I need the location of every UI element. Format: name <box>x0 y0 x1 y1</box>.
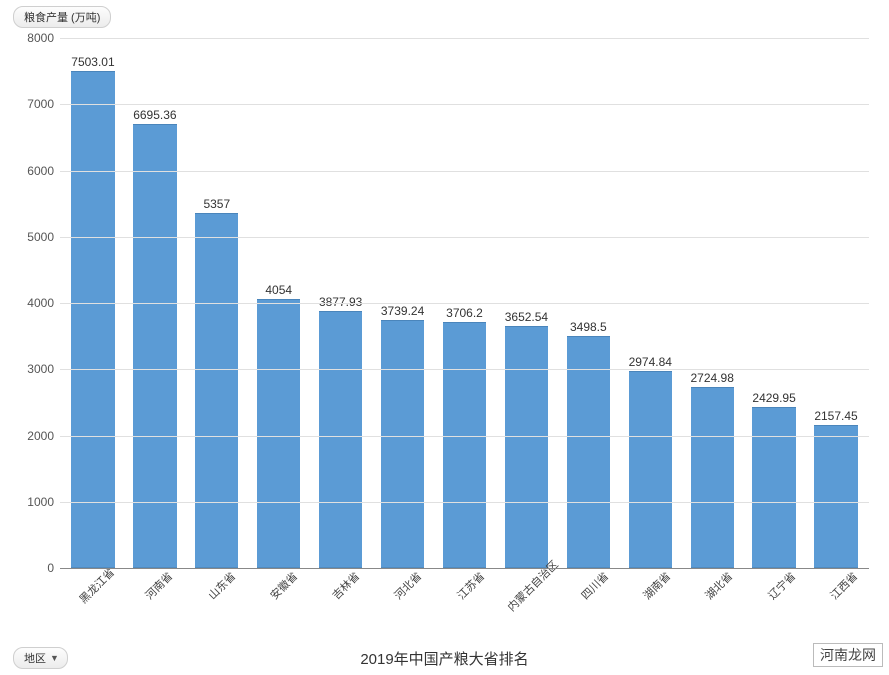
gridline <box>60 436 869 437</box>
bar-value-label: 2724.98 <box>690 371 733 385</box>
x-tick-label: 江西省 <box>807 572 869 632</box>
bar[interactable] <box>319 311 362 568</box>
bar-value-label: 6695.36 <box>133 108 176 122</box>
gridline <box>60 303 869 304</box>
y-axis: 010002000300040005000600070008000 <box>0 38 60 568</box>
bar-value-label: 2974.84 <box>629 355 672 369</box>
bar-value-label: 7503.01 <box>71 55 114 69</box>
x-tick-label: 山东省 <box>184 572 246 632</box>
x-tick-label: 河南省 <box>122 572 184 632</box>
bar-value-label: 5357 <box>203 197 230 211</box>
chart-area: 010002000300040005000600070008000 7503.0… <box>0 38 889 618</box>
y-tick-label: 2000 <box>4 429 54 443</box>
x-tick-label: 湖北省 <box>682 572 744 632</box>
x-tick-label: 吉林省 <box>309 572 371 632</box>
region-select[interactable]: 地区 ▼ <box>13 647 68 669</box>
x-tick-label: 黑龙江省 <box>60 572 122 632</box>
y-tick-label: 8000 <box>4 31 54 45</box>
x-tick-label: 江苏省 <box>433 572 495 632</box>
bar-value-label: 3706.2 <box>446 306 483 320</box>
region-select-label: 地区 <box>24 650 46 666</box>
y-tick-label: 7000 <box>4 97 54 111</box>
bar[interactable] <box>257 299 300 568</box>
bar-value-label: 2157.45 <box>814 409 857 423</box>
x-tick-label: 安徽省 <box>247 572 309 632</box>
chevron-down-icon: ▼ <box>50 653 59 663</box>
legend-badge[interactable]: 粮食产量 (万吨) <box>13 6 111 28</box>
gridline <box>60 237 869 238</box>
chart-title: 2019年中国产粮大省排名 <box>360 648 528 669</box>
gridline <box>60 171 869 172</box>
bar-value-label: 3739.24 <box>381 304 424 318</box>
bar[interactable] <box>814 425 857 568</box>
y-tick-label: 3000 <box>4 362 54 376</box>
y-tick-label: 4000 <box>4 296 54 310</box>
gridline <box>60 568 869 569</box>
y-tick-label: 5000 <box>4 230 54 244</box>
bar[interactable] <box>567 336 610 568</box>
legend-label: 粮食产量 (万吨) <box>24 12 100 24</box>
bar[interactable] <box>629 371 672 568</box>
bottom-bar: 地区 ▼ 2019年中国产粮大省排名 河南龙网 <box>0 643 889 669</box>
gridline <box>60 369 869 370</box>
bar-value-label: 2429.95 <box>752 391 795 405</box>
bar[interactable] <box>443 322 486 568</box>
bar[interactable] <box>381 320 424 568</box>
bar[interactable] <box>752 407 795 568</box>
bar-value-label: 3498.5 <box>570 320 607 334</box>
y-tick-label: 1000 <box>4 495 54 509</box>
gridline <box>60 38 869 39</box>
x-tick-label: 辽宁省 <box>745 572 807 632</box>
bar[interactable] <box>71 71 114 568</box>
bar-value-label: 4054 <box>265 283 292 297</box>
x-tick-label: 四川省 <box>558 572 620 632</box>
gridline <box>60 502 869 503</box>
bar-value-label: 3652.54 <box>505 310 548 324</box>
bar[interactable] <box>195 213 238 568</box>
watermark: 河南龙网 <box>813 643 883 667</box>
x-tick-label: 湖南省 <box>620 572 682 632</box>
y-tick-label: 6000 <box>4 164 54 178</box>
y-tick-label: 0 <box>4 561 54 575</box>
gridline <box>60 104 869 105</box>
x-axis-labels: 黑龙江省河南省山东省安徽省吉林省河北省江苏省内蒙古自治区四川省湖南省湖北省辽宁省… <box>60 572 869 632</box>
x-tick-label: 河北省 <box>371 572 433 632</box>
bar[interactable] <box>505 326 548 568</box>
bar[interactable] <box>691 387 734 568</box>
x-tick-label: 内蒙古自治区 <box>496 572 558 632</box>
